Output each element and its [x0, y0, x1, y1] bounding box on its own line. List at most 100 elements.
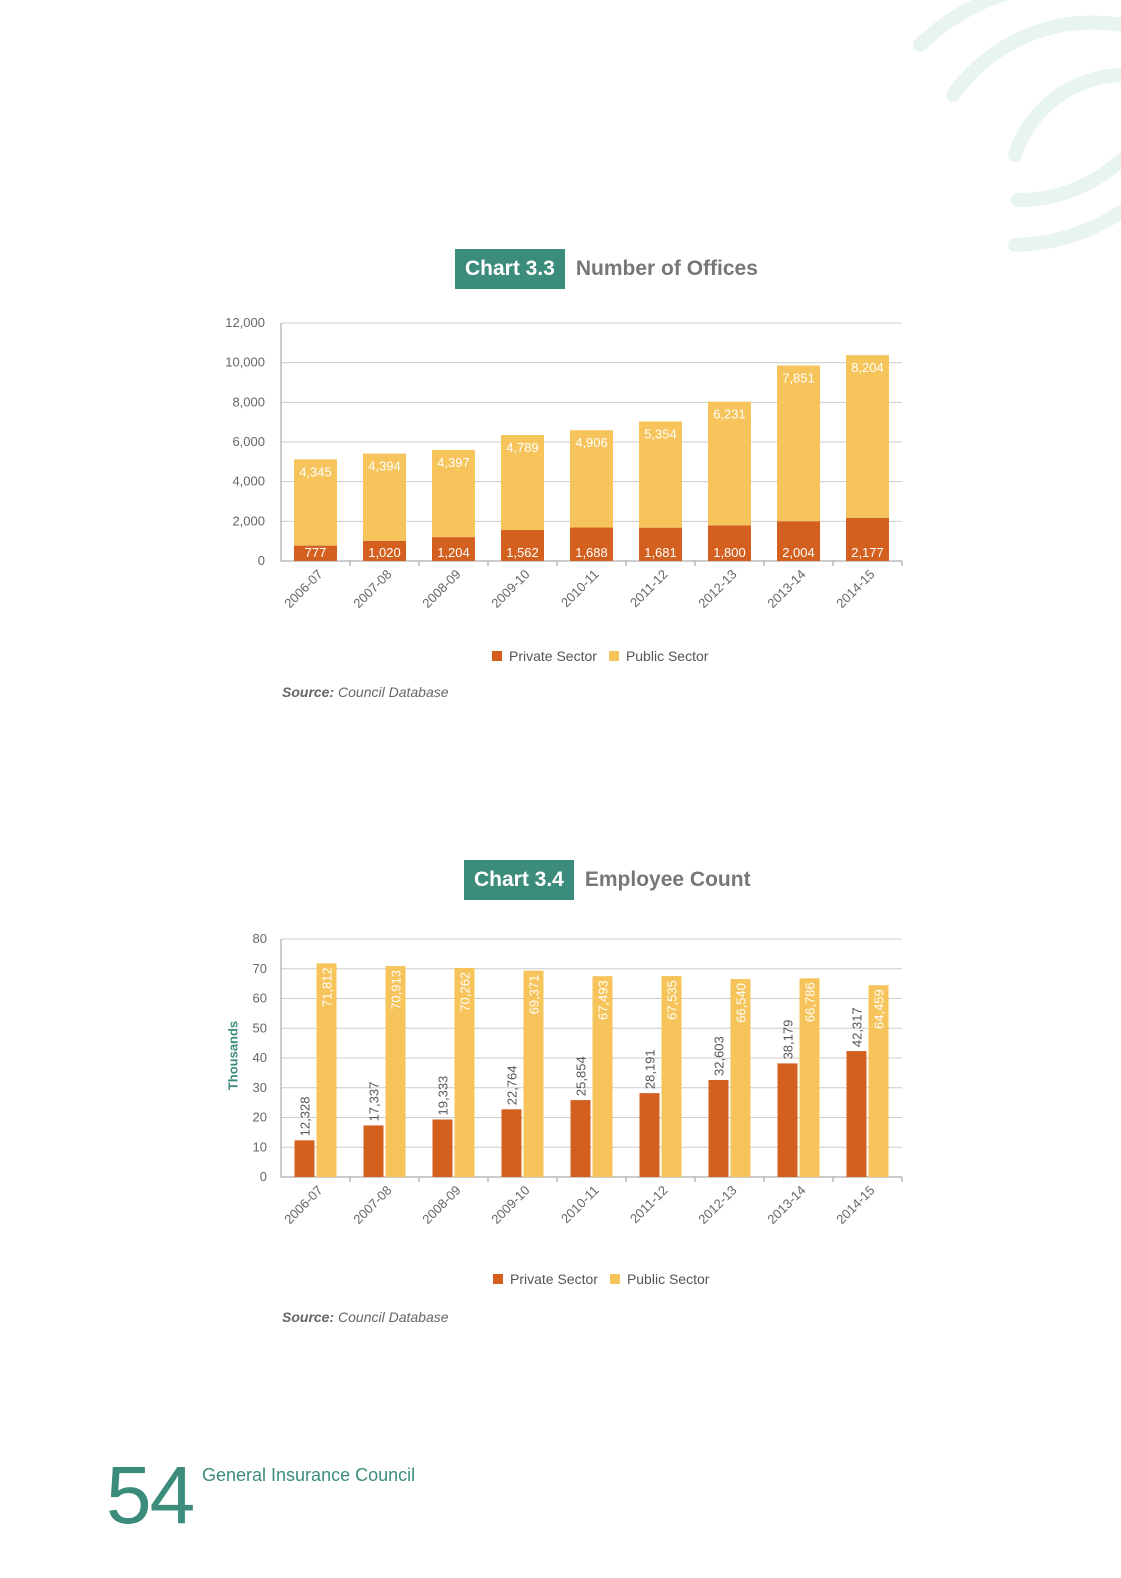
- bar-private: [639, 1093, 660, 1177]
- source-text: Council Database: [334, 684, 449, 700]
- x-tick-label: 2011-12: [627, 1183, 671, 1227]
- bar-public: [708, 401, 751, 526]
- data-label-public: 4,394: [368, 459, 401, 474]
- y-tick-label: 80: [253, 931, 267, 946]
- data-label-private: 28,191: [643, 1049, 658, 1089]
- data-label-private: 17,337: [367, 1082, 382, 1122]
- bar-private: [570, 1100, 591, 1177]
- bar-private: [708, 525, 751, 561]
- data-label-public: 69,371: [527, 975, 542, 1015]
- bar-private: [363, 1125, 384, 1177]
- employee-source: Source: Council Database: [282, 1309, 449, 1325]
- y-tick-label: 6,000: [232, 434, 265, 449]
- legend-label-private: Private Sector: [510, 1271, 598, 1287]
- y-tick-label: 10: [253, 1139, 267, 1154]
- legend-swatch-private: [493, 1274, 503, 1284]
- bar-private: [363, 540, 406, 561]
- bar-public: [454, 967, 475, 1177]
- bar-public: [777, 365, 820, 522]
- data-label-public: 67,535: [665, 980, 680, 1020]
- data-label-public: 67,493: [596, 980, 611, 1020]
- bar-private: [570, 527, 613, 561]
- bar-public: [639, 421, 682, 528]
- data-label-private: 19,333: [436, 1076, 451, 1116]
- data-label-public: 5,354: [644, 426, 677, 441]
- bar-private: [294, 545, 337, 561]
- data-label-private: 777: [305, 545, 327, 560]
- chart-3-3-title: Chart 3.3 Number of Offices: [455, 249, 758, 289]
- data-label-private: 22,764: [505, 1066, 520, 1106]
- data-label-private: 1,562: [506, 545, 539, 560]
- bar-private: [432, 1119, 453, 1177]
- x-tick-label: 2010-11: [558, 1183, 602, 1227]
- data-label-private: 42,317: [850, 1007, 865, 1047]
- x-tick-label: 2007-08: [350, 567, 394, 611]
- legend-item-public: Public Sector: [608, 648, 708, 664]
- bar-private: [777, 1063, 798, 1177]
- offices-chart: 0 2,000 4,000 6,000 8,000 10,000 12,000 777 4,34…: [225, 315, 903, 611]
- bar-public: [570, 430, 613, 528]
- y-tick-label: 20: [253, 1110, 267, 1125]
- legend-item-public: Public Sector: [609, 1271, 710, 1287]
- y-tick-label: 8,000: [232, 394, 265, 409]
- data-label-private: 1,681: [644, 545, 677, 560]
- y-tick-label: 60: [253, 991, 267, 1006]
- y-tick-label: 10,000: [225, 355, 265, 370]
- bar-public: [799, 978, 820, 1177]
- y-tick-label: 0: [258, 553, 265, 568]
- bar-private: [846, 1051, 867, 1177]
- bar-public: [523, 970, 544, 1177]
- y-tick-label: 0: [260, 1169, 267, 1184]
- bar-private: [639, 527, 682, 561]
- data-label-public: 66,540: [734, 983, 749, 1023]
- data-label-private: 2,177: [851, 545, 884, 560]
- y-tick-label: 12,000: [225, 315, 265, 330]
- bar-public: [316, 963, 337, 1177]
- y-tick-label: 50: [253, 1020, 267, 1035]
- data-label-public: 4,906: [575, 435, 608, 450]
- x-tick-label: 2011-12: [627, 567, 671, 611]
- chart-badge: Chart 3.3: [455, 249, 565, 289]
- chart-3-4-title: Chart 3.4 Employee Count: [464, 860, 751, 900]
- chart-badge: Chart 3.4: [464, 860, 574, 900]
- bar-private: [846, 517, 889, 561]
- data-label-public: 7,851: [782, 371, 815, 386]
- offices-source: Source: Council Database: [282, 684, 449, 700]
- legend-label-private: Private Sector: [509, 648, 597, 664]
- x-tick-label: 2013-14: [764, 567, 808, 611]
- bar-private: [501, 1109, 522, 1177]
- legend-swatch-public: [609, 1274, 620, 1284]
- legend-item-private: Private Sector: [493, 1271, 598, 1287]
- data-label-private: 1,204: [437, 545, 470, 560]
- legend-label-public: Public Sector: [626, 1271, 710, 1287]
- data-label-private: 1,800: [713, 545, 746, 560]
- data-label-private: 25,854: [574, 1056, 589, 1096]
- y-tick-label: 40: [253, 1050, 267, 1065]
- bar-public: [363, 453, 406, 541]
- data-label-public: 70,262: [458, 972, 473, 1012]
- x-tick-label: 2008-09: [419, 1183, 463, 1227]
- legend-item-private: Private Sector: [492, 648, 597, 664]
- data-label-public: 70,913: [389, 970, 404, 1010]
- x-tick-label: 2006-07: [281, 567, 325, 611]
- data-label-public: 64,459: [872, 989, 887, 1029]
- data-label-public: 4,345: [299, 464, 332, 479]
- data-label-private: 32,603: [712, 1036, 727, 1076]
- x-tick-label: 2012-13: [695, 1183, 739, 1227]
- source-text: Council Database: [334, 1309, 449, 1325]
- x-tick-label: 2013-14: [764, 1183, 808, 1227]
- x-tick-label: 2014-15: [833, 1183, 877, 1227]
- data-label-private: 2,004: [782, 545, 815, 560]
- offices-legend: Private Sector Public Sector: [492, 648, 720, 664]
- bar-public: [730, 979, 751, 1177]
- legend-swatch-public: [608, 651, 619, 661]
- bar-public: [294, 459, 337, 546]
- source-label: Source:: [282, 1309, 335, 1325]
- employee-chart: 0 10 20 30 40 50 60 70 80 12,328 71,812 2006-07 17,3…: [253, 931, 903, 1227]
- bar-public: [385, 966, 406, 1177]
- x-tick-label: 2010-11: [558, 567, 602, 611]
- data-label-private: 1,688: [575, 545, 608, 560]
- legend-swatch-private: [492, 651, 502, 661]
- footer-org-name: General Insurance Council: [202, 1465, 416, 1485]
- bar-public: [432, 449, 475, 538]
